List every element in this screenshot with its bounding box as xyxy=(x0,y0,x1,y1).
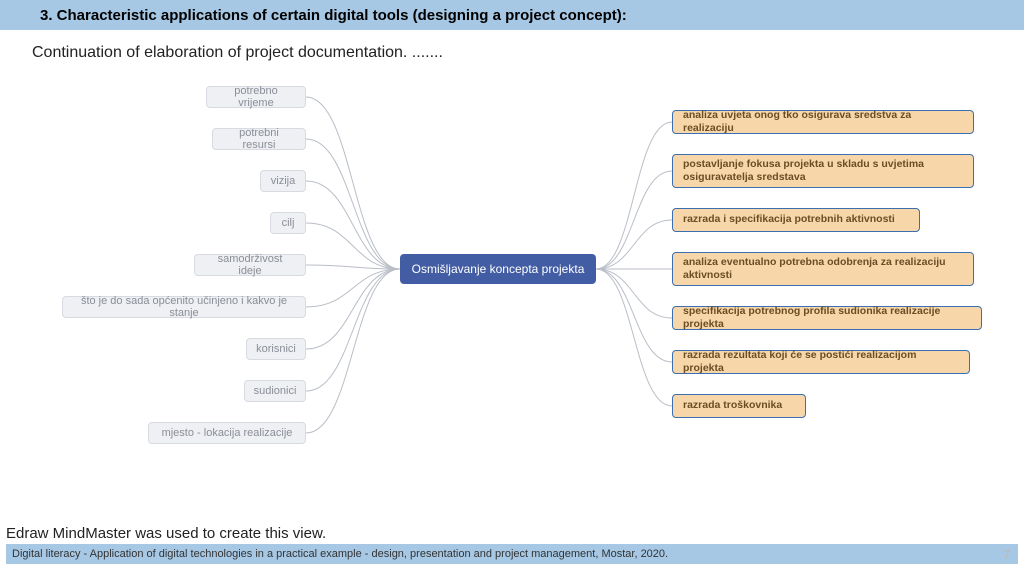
left-node-2: vizija xyxy=(260,170,306,192)
right-node-1: postavljanje fokusa projekta u skladu s … xyxy=(672,154,974,188)
header-band: 3. Characteristic applications of certai… xyxy=(0,0,1024,30)
left-node-6: korisnici xyxy=(246,338,306,360)
right-node-5: razrada rezultata koji će se postići rea… xyxy=(672,350,970,374)
footer-text: Digital literacy - Application of digita… xyxy=(12,548,668,560)
right-node-4: specifikacija potrebnog profila sudionik… xyxy=(672,306,982,330)
left-node-1: potrebni resursi xyxy=(212,128,306,150)
footer-band: Digital literacy - Application of digita… xyxy=(6,544,1018,564)
left-node-5: što je do sada općenito učinjeno i kakvo… xyxy=(62,296,306,318)
right-node-2: razrada i specifikacija potrebnih aktivn… xyxy=(672,208,920,232)
left-node-7: sudionici xyxy=(244,380,306,402)
subtitle: Continuation of elaboration of project d… xyxy=(32,44,443,62)
left-node-0: potrebno vrijeme xyxy=(206,86,306,108)
right-node-3: analiza eventualno potrebna odobrenja za… xyxy=(672,252,974,286)
tool-caption: Edraw MindMaster was used to create this… xyxy=(6,525,326,542)
left-node-3: cilj xyxy=(270,212,306,234)
mindmap-diagram: Osmišljavanje koncepta projekta potrebno … xyxy=(0,78,1024,508)
left-node-8: mjesto - lokacija realizacije xyxy=(148,422,306,444)
center-node: Osmišljavanje koncepta projekta xyxy=(400,254,596,284)
right-node-0: analiza uvjeta onog tko osigurava sredst… xyxy=(672,110,974,134)
right-node-6: razrada troškovnika xyxy=(672,394,806,418)
page-number: 7 xyxy=(1003,548,1010,562)
header-title: 3. Characteristic applications of certai… xyxy=(40,7,627,24)
left-node-4: samodrživost ideje xyxy=(194,254,306,276)
